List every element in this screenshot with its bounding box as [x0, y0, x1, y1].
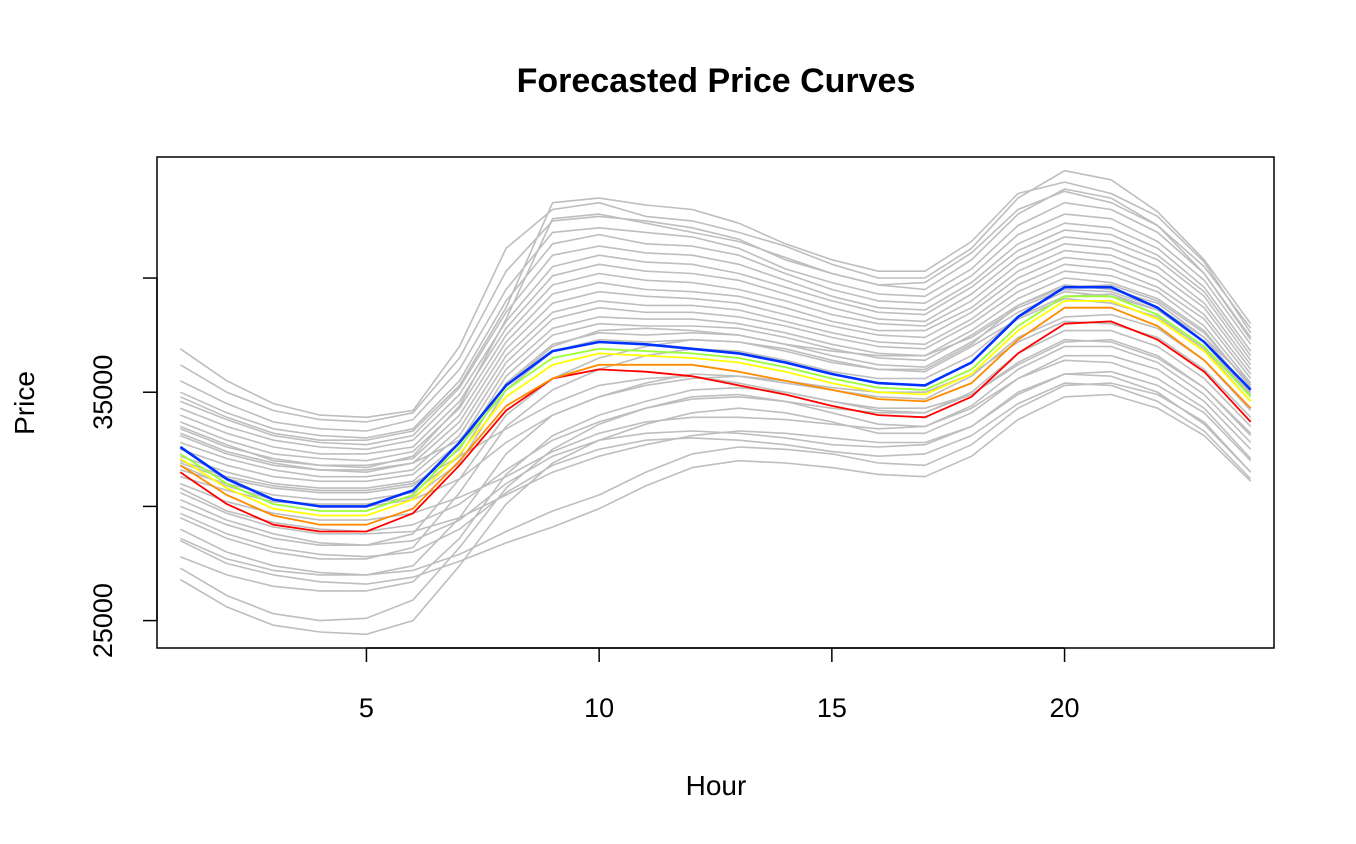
background-curve-29 [179, 373, 1252, 546]
background-curve-16 [180, 297, 1252, 505]
background-curve-11 [180, 263, 1252, 478]
x-axis: 5 10 15 20 [359, 647, 1080, 723]
background-curve-31 [180, 359, 1252, 521]
highlight-curve-1 [179, 320, 1252, 533]
y-axis: 25000 35000 [88, 277, 158, 658]
background-curve-32 [180, 288, 1252, 471]
background-curve-8 [180, 243, 1252, 462]
y-axis-label: Price [9, 371, 40, 435]
highlight-curve-2 [179, 306, 1252, 526]
background-curve-25 [180, 338, 1252, 492]
background-curve-24 [179, 354, 1252, 636]
background-curve-21 [179, 313, 1252, 576]
background-curve-5 [180, 222, 1252, 446]
background-curve-23 [179, 345, 1252, 622]
highlight-curve-3 [179, 300, 1252, 517]
background-curve-13 [180, 277, 1252, 489]
background-curve-22 [180, 329, 1252, 592]
y-tick-label: 35000 [88, 355, 118, 430]
highlight-curve-5 [179, 285, 1252, 508]
background-curves [179, 169, 1252, 636]
highlight-curve-4 [179, 295, 1252, 512]
background-curve-9 [180, 249, 1252, 467]
x-tick-label: 20 [1050, 693, 1080, 723]
x-tick-label: 10 [584, 693, 614, 723]
x-axis-label: Hour [686, 770, 747, 801]
background-curve-1 [179, 169, 1252, 419]
background-curve-30 [179, 382, 1252, 558]
chart-title: Forecasted Price Curves [517, 62, 916, 100]
background-curve-18 [180, 190, 1252, 469]
background-curve-15 [180, 290, 1252, 501]
background-curve-6 [180, 229, 1252, 451]
background-curve-3 [179, 201, 1252, 432]
x-tick-label: 5 [359, 693, 374, 723]
background-curve-4 [179, 213, 1252, 439]
background-curve-2 [179, 188, 1252, 423]
highlight-curves [179, 285, 1252, 533]
y-tick-label: 25000 [88, 583, 118, 658]
background-curve-7 [180, 236, 1252, 455]
background-curve-17 [179, 181, 1252, 441]
background-curve-28 [179, 393, 1252, 585]
background-curve-12 [180, 270, 1252, 483]
x-tick-label: 15 [817, 693, 847, 723]
background-curve-14 [180, 284, 1252, 494]
background-curve-10 [180, 256, 1252, 473]
background-curve-27 [179, 382, 1252, 576]
